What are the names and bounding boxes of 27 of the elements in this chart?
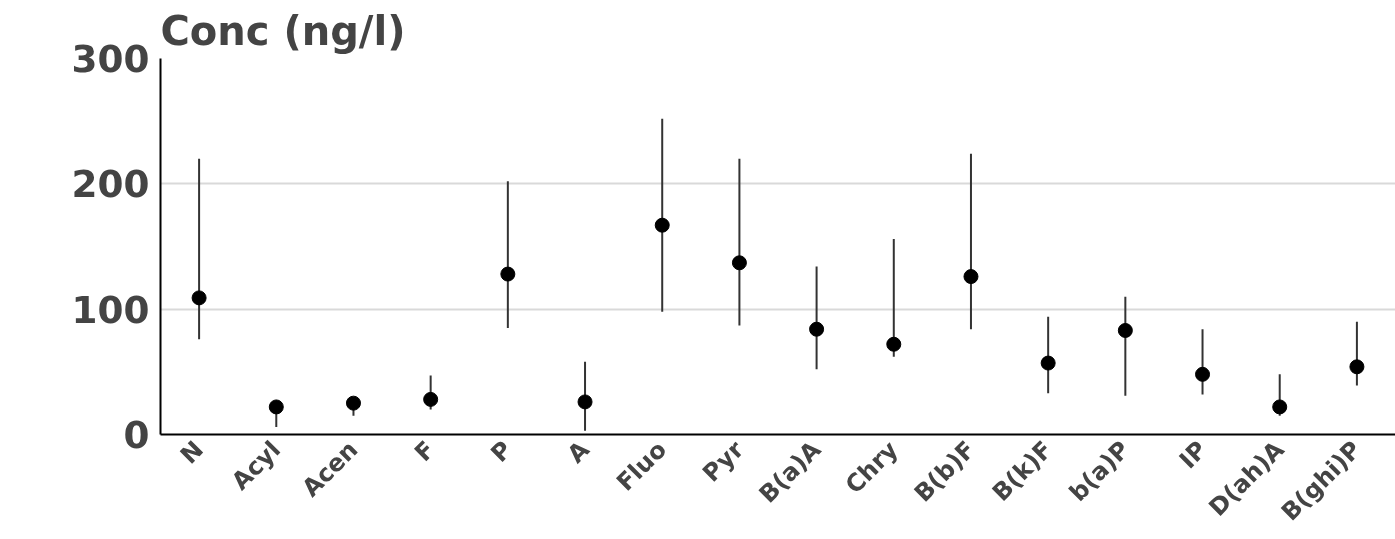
point [423, 391, 439, 407]
point [1117, 322, 1133, 338]
point [654, 217, 670, 233]
x-tick-label: F [409, 435, 441, 467]
x-tick-label: P [485, 435, 518, 468]
x-tick-label: IP [1173, 435, 1213, 475]
x-tick-label: N [174, 435, 209, 470]
point [809, 321, 825, 337]
point [1195, 366, 1211, 382]
x-tick-label: A [562, 435, 596, 469]
point [500, 266, 516, 282]
y-tick-label: 300 [71, 37, 150, 81]
point [963, 269, 979, 285]
point [1040, 355, 1056, 371]
point [191, 290, 207, 306]
point [731, 255, 747, 271]
x-tick-label: Pyr [697, 435, 750, 488]
point [886, 336, 902, 352]
point [1272, 399, 1288, 415]
y-tick-label: 0 [123, 413, 150, 457]
y-tick-label: 100 [71, 287, 150, 332]
point [268, 399, 284, 415]
y-tick-label: 200 [71, 162, 150, 207]
point [577, 394, 593, 410]
point [345, 395, 361, 411]
chart-title: Conc (ng/l) [160, 7, 406, 54]
point [1349, 359, 1365, 375]
